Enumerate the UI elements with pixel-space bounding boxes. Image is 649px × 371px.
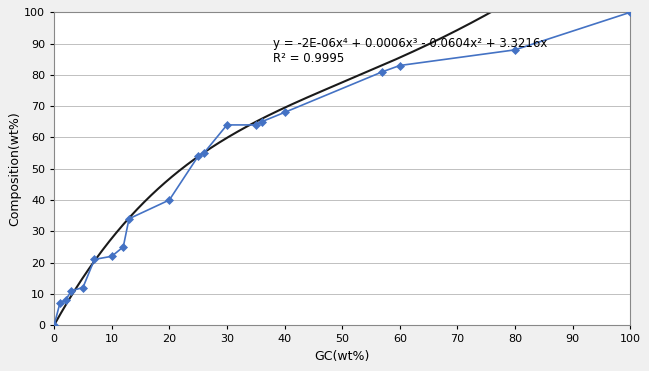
- X-axis label: GC(wt%): GC(wt%): [315, 349, 370, 363]
- Text: y = -2E-06x⁴ + 0.0006x³ - 0.0604x² + 3.3216x
R² = 0.9995: y = -2E-06x⁴ + 0.0006x³ - 0.0604x² + 3.3…: [273, 37, 547, 65]
- Y-axis label: Composition(wt%): Composition(wt%): [8, 111, 21, 226]
